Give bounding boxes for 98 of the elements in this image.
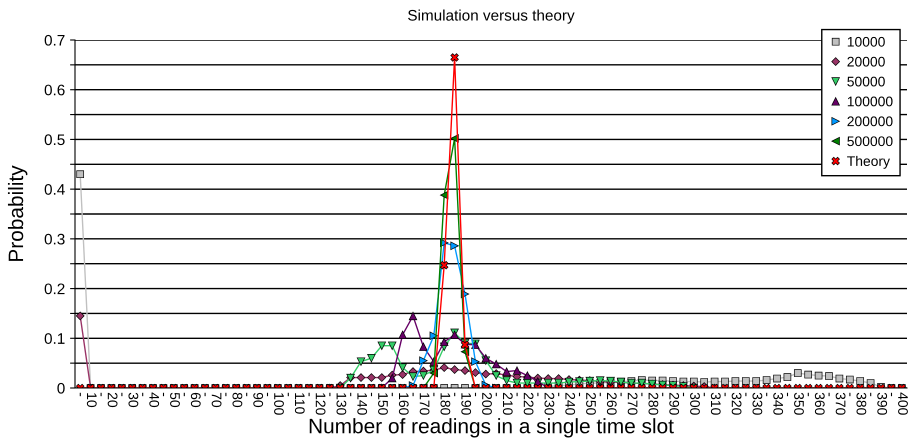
legend-label: 200000 xyxy=(847,116,893,126)
x-tick-label: 230 xyxy=(544,392,554,415)
x-tick-label: - xyxy=(184,392,185,396)
x-tick-label: - xyxy=(80,392,81,396)
x-tick-label: 270 xyxy=(628,392,638,415)
y-axis-title: Probability xyxy=(8,165,28,261)
x-tick-label: 300 xyxy=(690,392,700,415)
x-tick-label: - xyxy=(288,392,289,396)
y-tick-label: 0.7 xyxy=(44,34,65,46)
x-tick-label: 240 xyxy=(565,392,576,415)
x-tick-label: - xyxy=(225,392,226,396)
x-tick-label: 140 xyxy=(357,393,368,415)
x-tick-label: - xyxy=(204,392,206,396)
legend-label: 100000 xyxy=(848,96,893,106)
x-tick-label: - xyxy=(496,392,497,396)
legend-label: 20000 xyxy=(847,56,885,67)
y-tick-label: 0.5 xyxy=(44,134,65,146)
x-tick-label: - xyxy=(412,392,414,396)
x-tick-label: 30 xyxy=(128,392,138,408)
x-tick-label: - xyxy=(454,392,456,396)
x-tick-label: - xyxy=(600,392,601,396)
x-tick-label: - xyxy=(578,392,580,396)
y-tick-label: 0.4 xyxy=(44,184,65,195)
legend-label: 500000 xyxy=(847,136,893,146)
x-tick-label: 390 xyxy=(877,392,888,415)
x-tick-label: - xyxy=(121,392,122,396)
x-tick-label: 10 xyxy=(86,393,97,408)
x-axis-title: Number of readings in a single time slot xyxy=(310,418,674,438)
x-tick-label: 120 xyxy=(316,393,326,415)
x-tick-label: 350 xyxy=(794,392,804,415)
x-tick-label: - xyxy=(808,392,809,396)
x-tick-label: 60 xyxy=(190,392,201,408)
x-tick-label: - xyxy=(641,392,642,396)
x-tick-label: 210 xyxy=(502,392,513,415)
x-tick-label: - xyxy=(704,392,705,396)
x-tick-label: - xyxy=(100,392,102,396)
y-tick-label: 0 xyxy=(57,382,65,394)
x-tick-label: 400 xyxy=(898,392,908,415)
x-tick-label: 370 xyxy=(836,392,846,415)
x-tick-label: 320 xyxy=(732,392,742,415)
x-tick-label: - xyxy=(308,392,310,396)
y-tick-label: 0.2 xyxy=(44,283,65,294)
x-tick-label: 250 xyxy=(586,392,596,415)
x-tick-label: 340 xyxy=(773,392,784,415)
x-tick-label: - xyxy=(392,392,393,396)
x-tick-label: - xyxy=(537,392,538,396)
x-tick-label: 330 xyxy=(752,392,762,415)
legend-label: 10000 xyxy=(848,36,885,47)
x-tick-label: - xyxy=(849,392,850,396)
x-tick-label: 360 xyxy=(814,392,825,415)
x-tick-label: - xyxy=(433,392,434,396)
x-tick-label: - xyxy=(890,392,892,396)
legend-label: Theory xyxy=(847,156,890,169)
x-tick-label: 80 xyxy=(232,392,242,408)
x-tick-label: 280 xyxy=(648,392,658,415)
y-tick-label: 0.1 xyxy=(44,333,65,344)
x-tick-label: 90 xyxy=(253,392,264,408)
x-tick-label: - xyxy=(620,392,622,396)
x-tick-label: 100 xyxy=(274,393,284,415)
x-tick-label: - xyxy=(142,392,144,396)
x-tick-label: 20 xyxy=(108,392,118,408)
x-tick-label: 70 xyxy=(212,392,222,408)
x-tick-label: 290 xyxy=(669,392,680,415)
x-tick-label: - xyxy=(745,392,746,396)
x-tick-label: - xyxy=(558,392,560,396)
x-tick-label: 180 xyxy=(440,393,450,415)
x-tick-label: 310 xyxy=(710,392,721,415)
x-tick-label: 170 xyxy=(420,393,430,415)
x-tick-label: 50 xyxy=(170,392,180,408)
x-tick-label: 110 xyxy=(294,393,305,414)
x-tick-label: - xyxy=(329,392,330,396)
y-tick-label: 0.6 xyxy=(44,84,65,96)
x-tick-label: - xyxy=(266,392,268,396)
x-tick-label: - xyxy=(246,392,248,396)
x-tick-label: - xyxy=(786,392,788,396)
x-tick-label: - xyxy=(724,392,726,396)
x-tick-label: - xyxy=(516,392,518,396)
x-tick-label: - xyxy=(474,392,476,396)
x-tick-label: - xyxy=(828,392,830,396)
x-tick-label: - xyxy=(662,392,664,396)
x-tick-label: - xyxy=(870,392,872,396)
legend-label: 50000 xyxy=(847,76,885,86)
x-tick-label: 150 xyxy=(378,393,388,415)
x-tick-label: - xyxy=(370,392,372,396)
x-tick-label: 380 xyxy=(856,392,866,415)
x-tick-label: 200 xyxy=(482,392,492,415)
y-tick-label: 0.3 xyxy=(44,234,65,245)
x-tick-label: 220 xyxy=(524,392,534,415)
x-tick-label: 190 xyxy=(461,393,472,415)
chart-title: Simulation versus theory xyxy=(408,9,575,24)
x-tick-label: 40 xyxy=(149,392,160,408)
x-tick-label: - xyxy=(766,392,768,396)
x-tick-label: 260 xyxy=(606,392,617,415)
x-tick-label: 160 xyxy=(398,393,409,415)
x-tick-label: - xyxy=(350,392,352,396)
x-tick-label: 130 xyxy=(336,393,346,415)
x-tick-label: - xyxy=(162,392,164,396)
x-tick-label: - xyxy=(682,392,684,396)
